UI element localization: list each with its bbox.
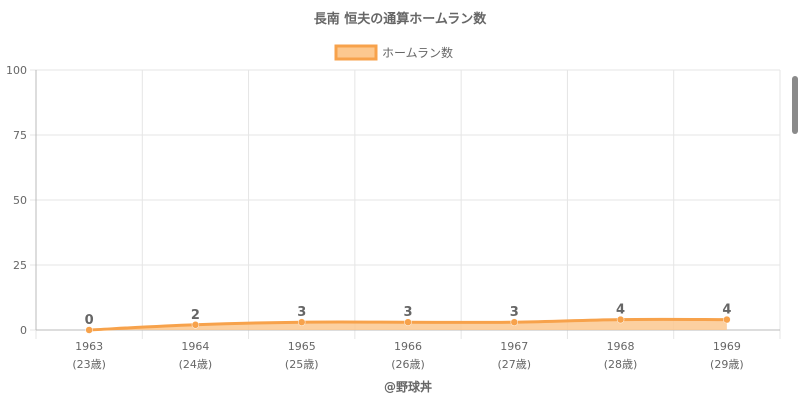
data-point xyxy=(510,318,519,326)
legend-swatch xyxy=(334,44,378,61)
data-label: 2 xyxy=(191,308,200,323)
data-point xyxy=(191,321,200,329)
y-tick-label: 25 xyxy=(13,259,27,272)
data-point xyxy=(723,315,731,324)
legend[interactable]: ホームラン数 xyxy=(334,44,453,61)
x-tick-label: 1964 xyxy=(181,340,209,353)
y-tick-label: 75 xyxy=(13,129,27,142)
legend-label: ホームラン数 xyxy=(382,45,453,60)
x-tick-sublabel: (27歳) xyxy=(497,358,531,371)
data-label: 0 xyxy=(85,313,94,328)
grid xyxy=(30,69,781,339)
x-tick-label: 1963 xyxy=(75,340,103,353)
data-point xyxy=(85,326,93,334)
x-axis: 1963 (23歳) 1964 (24歳) 1965 (25歳) 1966 (26歳) 1967… xyxy=(36,329,780,371)
x-tick-label: 1968 xyxy=(607,340,635,353)
data-label: 4 xyxy=(616,303,625,318)
data-point xyxy=(616,315,625,324)
x-tick-sublabel: (24歳) xyxy=(179,358,213,371)
x-tick-sublabel: (23歳) xyxy=(72,358,106,371)
data-label: 3 xyxy=(297,305,306,320)
x-tick-label: 1969 xyxy=(713,340,741,353)
data-point xyxy=(404,318,412,326)
credit-label: @野球丼 xyxy=(384,379,432,394)
y-axis: 0 25 50 75 100 xyxy=(6,64,37,337)
x-tick-label: 1965 xyxy=(288,340,316,353)
chart-title: 長南 恒夫の通算ホームラン数 xyxy=(314,11,487,27)
series-home-runs xyxy=(85,315,731,334)
data-label: 3 xyxy=(510,305,519,320)
y-tick-label: 50 xyxy=(13,194,27,207)
data-point xyxy=(297,318,306,326)
x-tick-sublabel: (29歳) xyxy=(710,358,744,371)
y-tick-label: 0 xyxy=(20,324,27,337)
x-tick-label: 1966 xyxy=(394,340,422,353)
x-tick-label: 1967 xyxy=(500,340,528,353)
x-tick-sublabel: (28歳) xyxy=(604,358,638,371)
x-tick-sublabel: (26歳) xyxy=(391,358,425,371)
data-labels: 0 2 3 3 3 4 4 xyxy=(85,303,732,328)
x-tick-sublabel: (25歳) xyxy=(285,358,319,371)
y-tick-label: 100 xyxy=(6,64,27,77)
data-label: 3 xyxy=(403,305,412,320)
scrollbar[interactable] xyxy=(792,76,798,134)
data-label: 4 xyxy=(722,303,731,318)
